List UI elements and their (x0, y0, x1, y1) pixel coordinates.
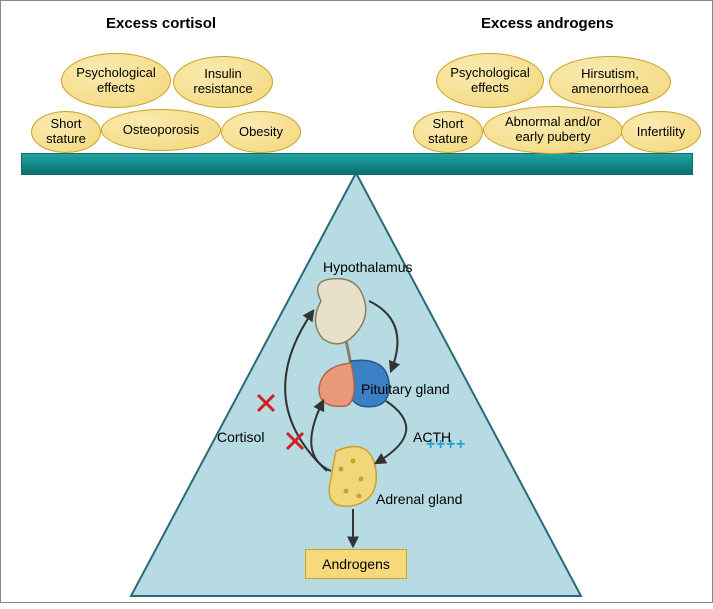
effect-bubble: Obesity (221, 111, 301, 153)
label-cortisol: Cortisol (217, 429, 264, 445)
effect-bubble: Osteoporosis (101, 109, 221, 151)
androgens-box: Androgens (305, 549, 407, 579)
effect-bubble: Psychologicaleffects (61, 53, 171, 108)
effect-bubble: Infertility (621, 111, 701, 153)
effect-bubble: Psychologicaleffects (436, 53, 544, 108)
effect-bubble: Abnormal and/orearly puberty (483, 106, 623, 154)
label-adrenal: Adrenal gland (376, 491, 462, 507)
label-pituitary: Pituitary gland (361, 381, 450, 397)
label-acth: ACTH (413, 429, 451, 445)
balance-beam (21, 153, 693, 175)
label-hypothalamus: Hypothalamus (323, 259, 413, 275)
effect-bubble: Shortstature (31, 111, 101, 153)
effect-bubble: Insulinresistance (173, 56, 273, 108)
effect-bubble: Hirsutism,amenorrhoea (549, 56, 671, 108)
effect-bubble: Shortstature (413, 111, 483, 153)
